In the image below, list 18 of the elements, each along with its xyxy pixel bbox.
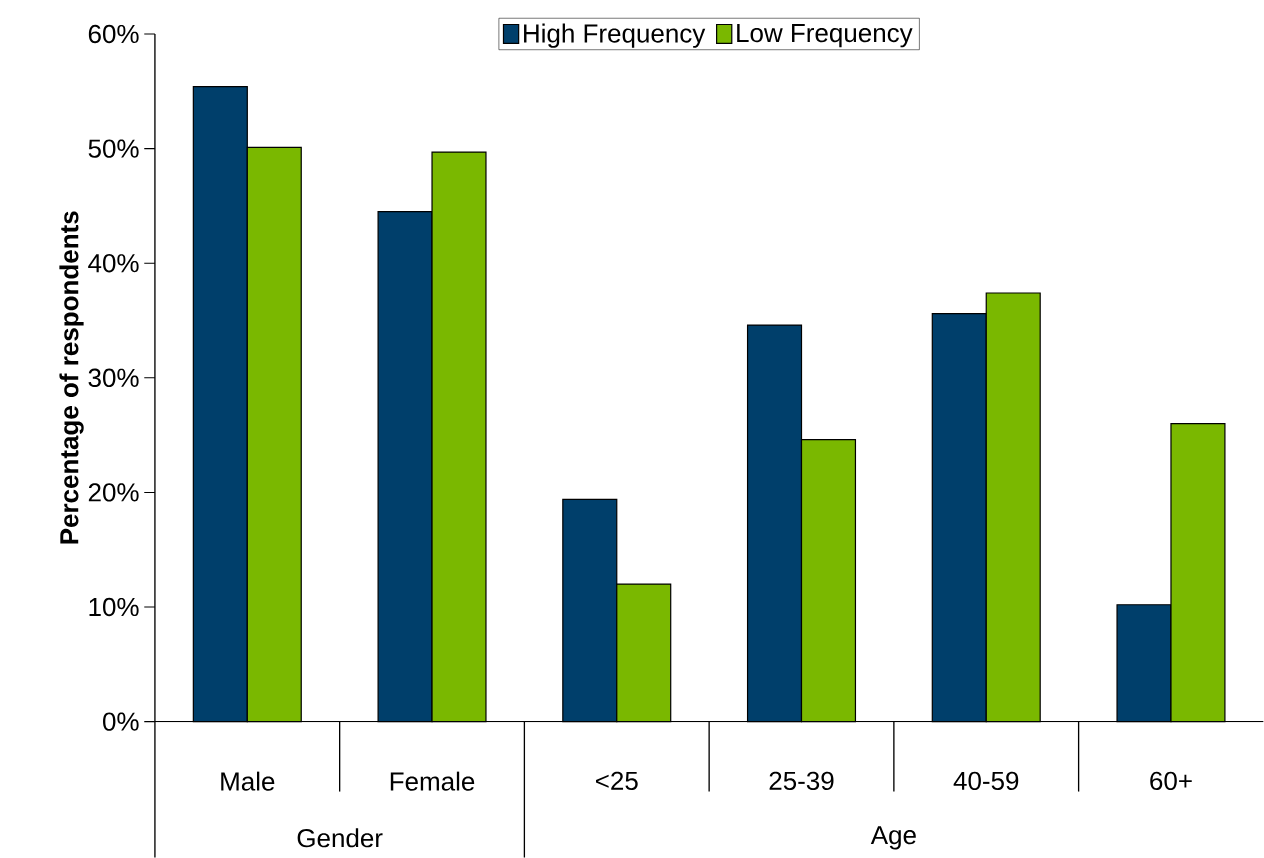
y-tick-label: 50%: [88, 139, 139, 158]
y-tick-label: 40%: [88, 253, 139, 273]
legend-label: Low Frequency: [737, 23, 913, 48]
x-tick-label: <25: [596, 771, 638, 790]
y-tick-label: 30%: [88, 368, 139, 387]
text: Gender: [297, 828, 383, 848]
x-tick-label: 25-39: [769, 771, 834, 790]
y-tick-label: 20%: [88, 483, 139, 502]
y-tick-label: 60%: [88, 24, 139, 44]
text: Age: [870, 826, 916, 850]
y-tick-label: 0%: [103, 712, 139, 731]
y-tick-label: 10%: [89, 597, 139, 617]
x-tick-label: Male: [221, 771, 275, 791]
x-tick-label: Female: [390, 771, 475, 791]
x-tick-label: 40-59: [953, 771, 1019, 790]
x-tick-label: 60+: [1150, 771, 1192, 790]
legend-label: High Frequency: [524, 23, 706, 48]
y-axis-title: Percentage of respondents: [59, 211, 84, 544]
